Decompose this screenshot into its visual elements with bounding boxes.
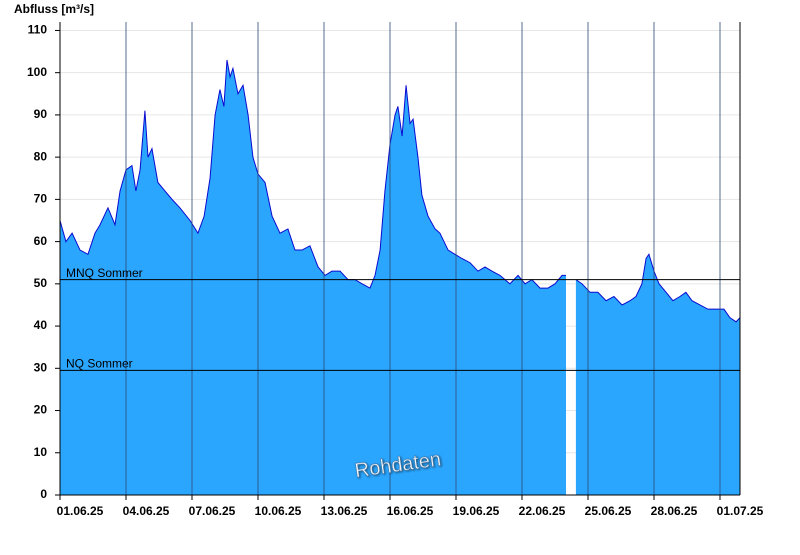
x-tick-label: 13.06.25: [321, 504, 368, 518]
y-tick-label: 50: [34, 276, 48, 290]
y-tick-label: 20: [34, 403, 48, 417]
x-tick-label: 04.06.25: [123, 504, 170, 518]
y-tick-label: 10: [34, 445, 48, 459]
y-tick-label: 60: [34, 234, 48, 248]
y-tick-label: 30: [34, 360, 48, 374]
reference-label: NQ Sommer: [66, 357, 133, 371]
y-tick-label: 40: [34, 318, 48, 332]
x-tick-label: 16.06.25: [387, 504, 434, 518]
y-tick-label: 70: [34, 192, 48, 206]
y-tick-label: 110: [28, 23, 48, 37]
y-axis-label: Abfluss [m³/s]: [14, 2, 94, 16]
x-tick-label: 22.06.25: [519, 504, 566, 518]
line: [59, 59, 741, 323]
x-tick-label: 25.06.25: [585, 504, 632, 518]
y-tick-label: 80: [34, 149, 48, 163]
x-tick-label: 19.06.25: [453, 504, 500, 518]
x-tick-label: 01.06.25: [57, 504, 104, 518]
y-tick-label: 90: [34, 107, 48, 121]
x-tick-label: 10.06.25: [255, 504, 302, 518]
y-tick-label: 0: [40, 487, 47, 501]
reference-label: MNQ Sommer: [66, 266, 143, 280]
x-tick-label: 01.07.25: [717, 504, 764, 518]
y-tick-label: 100: [27, 65, 47, 79]
area: [60, 60, 741, 495]
x-tick-label: 28.06.25: [651, 504, 698, 518]
x-tick-label: 07.06.25: [189, 504, 236, 518]
